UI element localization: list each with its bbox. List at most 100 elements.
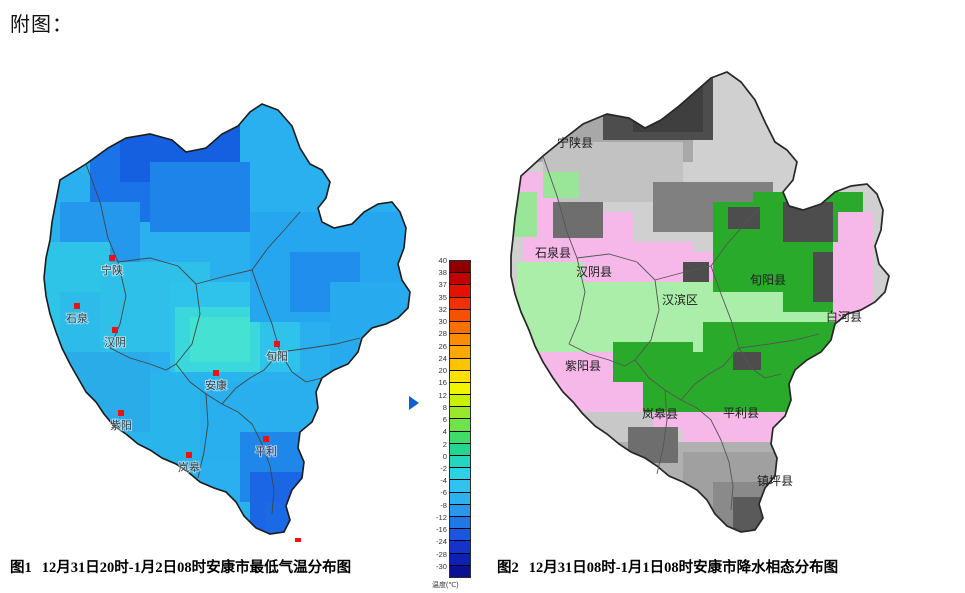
city-dot bbox=[263, 436, 269, 442]
colorbar-swatch bbox=[450, 541, 470, 554]
colorbar-tick-label: 16 bbox=[438, 378, 447, 388]
colorbar-tick-label: -30 bbox=[436, 561, 447, 571]
colorbar-tick-label: 4 bbox=[442, 427, 447, 437]
colorbar-swatch bbox=[450, 297, 470, 310]
county-boundaries bbox=[85, 163, 361, 515]
city-markers: 宁陕 石泉 汉阴 安康 旬阳 紫阳 平利 岚皋 镇坪 bbox=[65, 255, 301, 542]
city-dot bbox=[112, 327, 118, 333]
colorbar-swatch bbox=[450, 431, 470, 444]
temperature-map-stage: 宁陕 石泉 汉阴 安康 旬阳 紫阳 平利 岚皋 镇坪 bbox=[0, 52, 483, 542]
temperature-colorbar-ticks: 40 38 37 35 32 30 28 26 24 20 16 12 8 6 4 2 0 -2 -4 -6 -8 -12… bbox=[422, 256, 447, 578]
figure-2-caption: 图2 12月31日08时-1月1日08时安康市降水相态分布图 bbox=[497, 556, 838, 577]
colorbar-tick-label: 37 bbox=[438, 280, 447, 290]
colorbar-tick-label: 8 bbox=[442, 402, 447, 412]
colorbar-swatch bbox=[450, 382, 470, 396]
city-label-hanyin: 汉阴 bbox=[104, 336, 126, 349]
temperature-map-svg[interactable]: 宁陕 石泉 汉阴 安康 旬阳 紫阳 平利 岚皋 镇坪 bbox=[0, 52, 483, 542]
prefecture-boundary bbox=[43, 103, 411, 535]
colorbar-tick-label: 2 bbox=[442, 439, 447, 449]
county-label-pingli: 平利县 bbox=[723, 406, 759, 420]
figure-1-panel: 宁陕 石泉 汉阴 安康 旬阳 紫阳 平利 岚皋 镇坪 4 bbox=[0, 52, 483, 589]
colorbar-tick-label: 24 bbox=[438, 353, 447, 363]
colorbar-tick-label: -28 bbox=[436, 549, 447, 559]
county-label-shiquan: 石泉县 bbox=[535, 246, 571, 260]
colorbar-tick-label: -2 bbox=[440, 463, 447, 473]
city-dot bbox=[186, 452, 192, 458]
county-label-ziyang: 紫阳县 bbox=[565, 359, 601, 373]
city-dot bbox=[295, 538, 301, 542]
colorbar-tick-label: 20 bbox=[438, 366, 447, 376]
county-label-xunyang: 旬阳县 bbox=[750, 273, 786, 287]
colorbar-swatch bbox=[450, 456, 470, 469]
county-labels: 宁陕县 石泉县 汉阴县 汉滨区 旬阳县 白河县 紫阳县 岚皋县 平利县 镇坪县 bbox=[535, 135, 862, 488]
colorbar-tick-label: 30 bbox=[438, 317, 447, 327]
colorbar-tick-label: -8 bbox=[440, 500, 447, 510]
city-label-langao: 岚皋 bbox=[178, 460, 200, 474]
colorbar-swatch bbox=[450, 285, 470, 298]
colorbar-swatch bbox=[450, 553, 470, 566]
colorbar-swatch bbox=[450, 565, 470, 577]
city-label-xunyang: 旬阳 bbox=[266, 350, 288, 363]
colorbar-swatch bbox=[450, 480, 470, 493]
precipitation-raster bbox=[511, 72, 889, 532]
colorbar-tick-label: -6 bbox=[440, 488, 447, 498]
colorbar-swatch bbox=[450, 529, 470, 542]
prefecture-boundary bbox=[510, 71, 890, 533]
precipitation-map-stage: 宁陕县 石泉县 汉阴县 汉滨区 旬阳县 白河县 紫阳县 岚皋县 平利县 镇坪县 bbox=[483, 52, 965, 542]
temperature-colorbar-unit-label: 温度(℃) bbox=[432, 582, 459, 589]
colorbar-swatch bbox=[450, 492, 470, 505]
county-boundaries bbox=[542, 155, 820, 511]
colorbar-tick-label: 26 bbox=[438, 341, 447, 351]
city-label-shiquan: 石泉 bbox=[66, 311, 88, 325]
colorbar-swatch bbox=[450, 395, 470, 408]
county-label-hanyin: 汉阴县 bbox=[576, 265, 612, 279]
colorbar-tick-label: -16 bbox=[436, 525, 447, 535]
colorbar-swatch bbox=[450, 504, 470, 517]
colorbar-swatch bbox=[450, 468, 470, 481]
colorbar-swatch bbox=[450, 419, 470, 432]
colorbar-swatch bbox=[450, 261, 470, 274]
colorbar-swatch bbox=[450, 443, 470, 456]
county-label-hanbin: 汉滨区 bbox=[662, 292, 698, 307]
figure-2-caption-text: 12月31日08时-1月1日08时安康市降水相态分布图 bbox=[528, 560, 839, 576]
colorbar-tick-label: 28 bbox=[438, 329, 447, 339]
city-dot bbox=[213, 370, 219, 376]
county-label-ningshan: 宁陕县 bbox=[557, 135, 593, 150]
city-dot bbox=[74, 303, 80, 309]
county-label-zhenping: 镇坪县 bbox=[757, 474, 793, 488]
colorbar-swatch bbox=[450, 309, 470, 322]
colorbar-tick-label: 0 bbox=[442, 451, 447, 461]
temperature-colorbar[interactable] bbox=[449, 260, 471, 578]
colorbar-tick-label: 40 bbox=[438, 256, 447, 265]
county-label-baihe: 白河县 bbox=[826, 309, 862, 324]
city-label-ankang: 安康 bbox=[205, 378, 227, 392]
figure-1-caption-text: 12月31日20时-1月2日08时安康市最低气温分布图 bbox=[41, 560, 352, 576]
city-dot bbox=[274, 341, 280, 347]
colorbar-swatch bbox=[450, 358, 470, 371]
city-label-pingli: 平利 bbox=[255, 445, 277, 458]
colorbar-tick-label: -4 bbox=[440, 476, 447, 486]
colorbar-swatch bbox=[450, 334, 470, 347]
city-dot bbox=[118, 410, 124, 416]
colorbar-swatch bbox=[450, 321, 470, 335]
colorbar-pointer-arrow bbox=[409, 396, 419, 410]
temperature-raster bbox=[44, 104, 410, 534]
precipitation-map-svg[interactable]: 宁陕县 石泉县 汉阴县 汉滨区 旬阳县 白河县 紫阳县 岚皋县 平利县 镇坪县 bbox=[483, 52, 965, 542]
page-header: 附图： bbox=[10, 14, 73, 36]
city-label-ziyang: 紫阳 bbox=[110, 419, 132, 432]
colorbar-tick-label: 32 bbox=[438, 304, 447, 314]
figure-2-number: 图2 bbox=[497, 560, 519, 576]
colorbar-tick-label: 6 bbox=[442, 415, 447, 425]
figure-1-number: 图1 bbox=[10, 560, 32, 576]
colorbar-swatch bbox=[450, 273, 470, 286]
county-label-langao: 岚皋县 bbox=[642, 406, 678, 421]
colorbar-tick-label: 35 bbox=[438, 292, 447, 302]
colorbar-swatch bbox=[450, 407, 470, 420]
colorbar-swatch bbox=[450, 370, 470, 383]
colorbar-swatch bbox=[450, 516, 470, 530]
colorbar-tick-label: 12 bbox=[438, 390, 447, 400]
colorbar-swatch bbox=[450, 346, 470, 359]
colorbar-tick-label: 38 bbox=[438, 268, 447, 278]
city-label-ningshan: 宁陕 bbox=[101, 263, 123, 277]
figure-2-panel: 宁陕县 石泉县 汉阴县 汉滨区 旬阳县 白河县 紫阳县 岚皋县 平利县 镇坪县 … bbox=[483, 52, 965, 542]
